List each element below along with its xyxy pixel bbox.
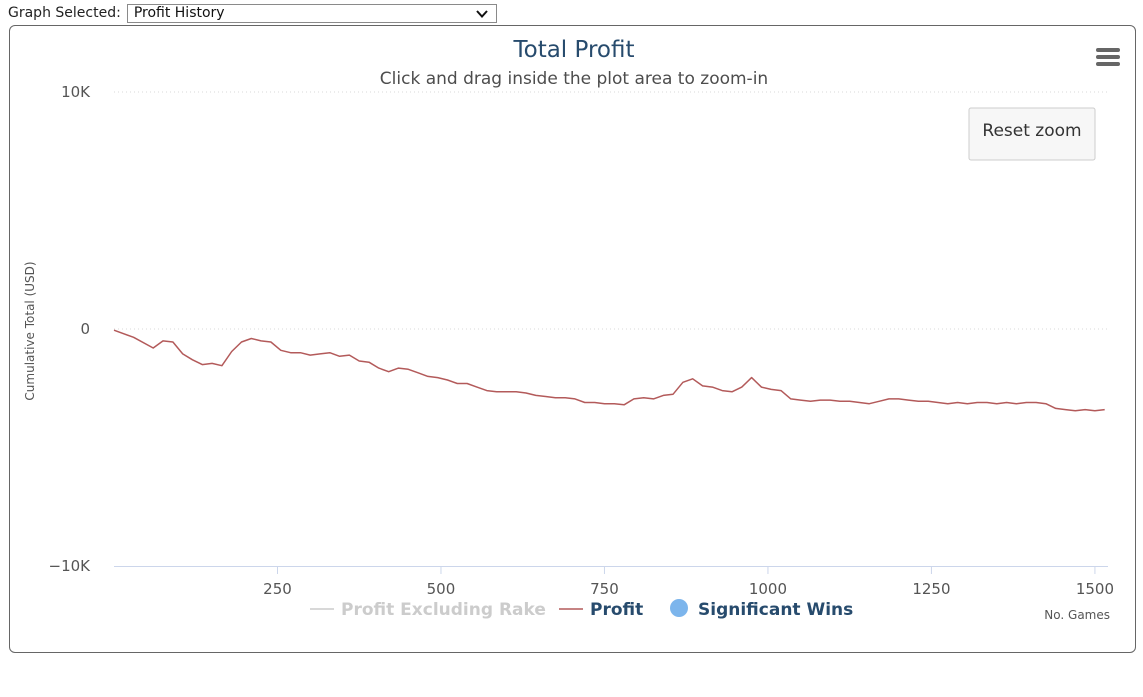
chart-panel: 10K 0 −10K 250 500 750 1000 1250 1500 Total Pro… (9, 25, 1136, 653)
legend-item-profit-excluding-rake[interactable]: Profit Excluding Rake (310, 600, 546, 620)
x-tick-label: 1500 (1076, 580, 1114, 598)
x-axis-title: No. Games (1044, 608, 1110, 622)
grid-lines (114, 91, 1108, 330)
profit-chart[interactable]: 10K 0 −10K 250 500 750 1000 1250 1500 Total Pro… (10, 26, 1135, 652)
hamburger-menu-icon[interactable] (1094, 46, 1120, 68)
y-tick-label: −10K (49, 557, 92, 575)
legend-item-profit[interactable]: Profit (559, 600, 643, 620)
chart-title: Total Profit (512, 37, 634, 63)
x-tick-label: 250 (263, 580, 292, 598)
x-tick-label: 1250 (912, 580, 950, 598)
y-tick-label: 0 (80, 320, 90, 338)
x-tick-label: 750 (590, 580, 619, 598)
graph-selector-bar: Graph Selected: Profit History (8, 2, 497, 24)
legend-label: Profit Excluding Rake (341, 600, 546, 620)
chevron-down-icon (476, 9, 488, 18)
x-tick-label: 1000 (749, 580, 787, 598)
legend-label: Profit (590, 600, 643, 620)
y-axis-title: Cumulative Total (USD) (23, 261, 37, 400)
graph-select[interactable]: Profit History (126, 3, 497, 23)
legend-label: Significant Wins (698, 600, 853, 620)
x-tick-labels: 250 500 750 1000 1250 1500 (263, 566, 1114, 598)
reset-zoom-button[interactable]: Reset zoom (968, 107, 1096, 161)
reset-zoom-label: Reset zoom (982, 121, 1081, 141)
x-tick-label: 500 (427, 580, 456, 598)
chart-subtitle: Click and drag inside the plot area to z… (380, 69, 768, 89)
y-tick-label: 10K (61, 83, 91, 101)
legend-symbol-circle (670, 599, 688, 617)
series-line-profit[interactable] (113, 329, 1105, 412)
y-tick-labels: 10K 0 −10K (49, 83, 92, 575)
legend-item-significant-wins[interactable]: Significant Wins (670, 599, 853, 620)
graph-selected-label: Graph Selected: (8, 5, 121, 21)
chart-legend: Profit Excluding Rake Profit Significant W… (310, 599, 853, 620)
series-layer (113, 329, 1105, 412)
graph-select-value: Profit History (133, 4, 225, 21)
